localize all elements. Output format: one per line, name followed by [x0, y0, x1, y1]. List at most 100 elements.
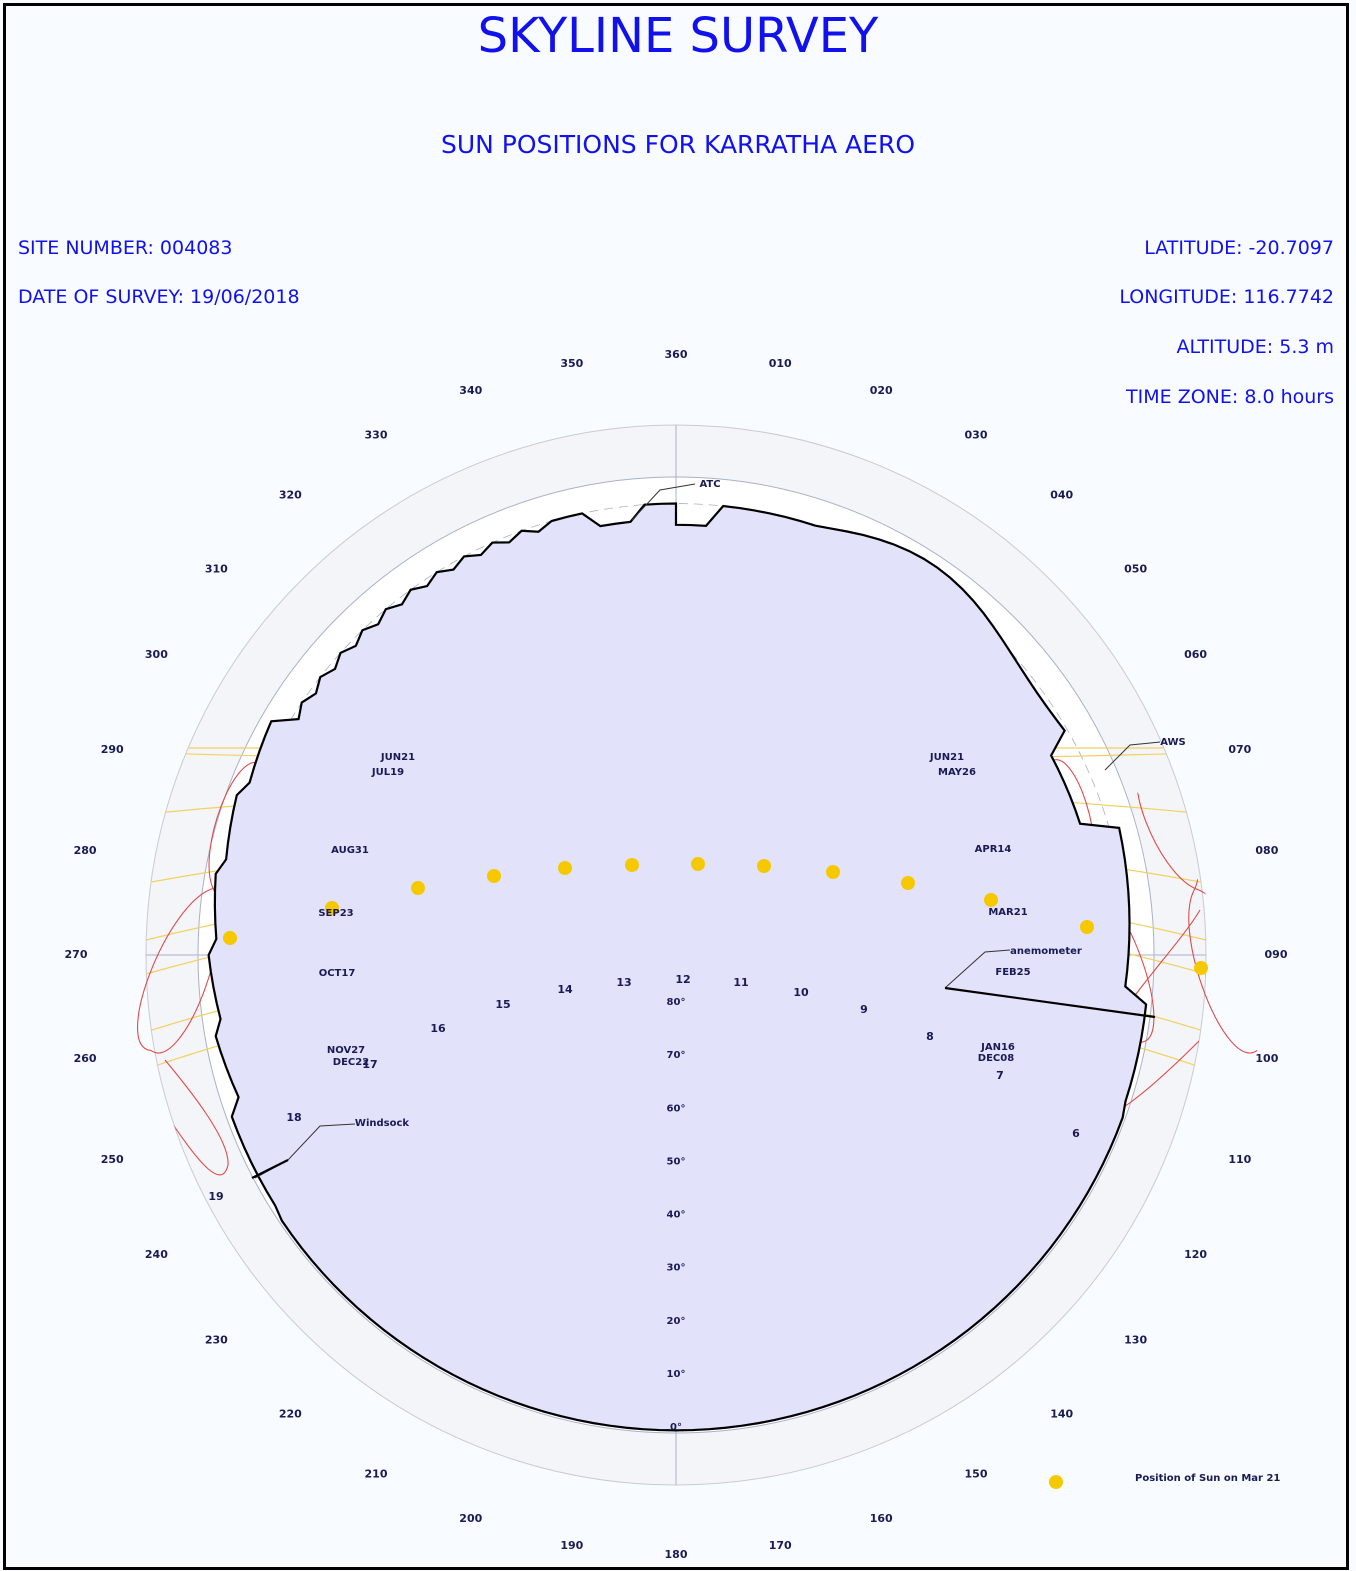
skyline-horizon — [207, 502, 1148, 1432]
altitude-label: 30° — [667, 1263, 686, 1274]
azimuth-label-210: 210 — [365, 1468, 388, 1481]
altitude-label: 10° — [667, 1369, 686, 1380]
windsock-obstruction — [251, 1159, 289, 1179]
hour-label-10: 10 — [793, 986, 809, 999]
sun-position-dot — [1194, 961, 1208, 975]
azimuth-label-160: 160 — [870, 1512, 893, 1525]
date-label-jun21_right: JUN21 — [929, 752, 964, 763]
page-title: SKYLINE SURVEY — [477, 8, 879, 64]
azimuth-label-340: 340 — [459, 384, 482, 397]
azimuth-label-230: 230 — [205, 1334, 228, 1347]
date-label-oct17: OCT17 — [319, 968, 356, 979]
date-label-jul19: JUL19 — [371, 767, 404, 778]
hour-label-8: 8 — [926, 1030, 934, 1043]
anemometer-obstruction — [944, 986, 1156, 1019]
sun-position-dot — [625, 858, 639, 872]
date-label-feb25: FEB25 — [995, 967, 1030, 978]
azimuth-label-120: 120 — [1184, 1248, 1207, 1261]
azimuth-label-300: 300 — [145, 648, 168, 661]
obstacle-label-anemometer: anemometer — [1010, 946, 1082, 957]
time-zone: TIME ZONE: 8.0 hours — [1126, 386, 1334, 408]
date-label-nov27: NOV27 — [327, 1045, 365, 1056]
sun-position-dot — [984, 893, 998, 907]
azimuth-label-320: 320 — [279, 488, 302, 501]
azimuth-label-360: 360 — [665, 348, 688, 361]
altitude-label: 0° — [670, 1422, 682, 1433]
azimuth-label-190: 190 — [560, 1539, 583, 1552]
azimuth-label-080: 080 — [1255, 844, 1278, 857]
date-of-survey: DATE OF SURVEY: 19/06/2018 — [18, 286, 300, 308]
page-subtitle: SUN POSITIONS FOR KARRATHA AERO — [440, 130, 916, 159]
leader-line-anemometer — [944, 949, 1011, 989]
azimuth-label-030: 030 — [965, 428, 988, 441]
longitude: LONGITUDE: 116.7742 — [1119, 286, 1334, 308]
hour-label-18: 18 — [286, 1111, 301, 1124]
altitude: ALTITUDE: 5.3 m — [1176, 336, 1334, 358]
obstacle-label-windsock: Windsock — [355, 1118, 409, 1129]
diagram-labels: 360 010 020 030 040 050 060 070 080 090 100 110 120 1… — [65, 348, 1288, 1561]
azimuth-label-170: 170 — [769, 1539, 792, 1552]
obstacle-label-atc: ATC — [699, 479, 720, 490]
sun-positions — [223, 857, 1208, 975]
hour-label-6: 6 — [1072, 1127, 1080, 1140]
sun-position-dot — [901, 876, 915, 890]
azimuth-label-010: 010 — [769, 357, 792, 370]
hour-label-7: 7 — [996, 1069, 1004, 1082]
azimuth-label-040: 040 — [1050, 488, 1073, 501]
azimuth-label-110: 110 — [1228, 1153, 1251, 1166]
sun-position-dot — [691, 857, 705, 871]
hour-label-9: 9 — [860, 1003, 868, 1016]
azimuth-label-070: 070 — [1228, 743, 1251, 756]
date-label-dec08: DEC08 — [978, 1053, 1014, 1064]
leader-line-aws — [1104, 741, 1161, 771]
azimuth-label-060: 060 — [1184, 648, 1207, 661]
azimuth-label-310: 310 — [205, 562, 228, 575]
analemma-curve — [164, 1059, 229, 1176]
azimuth-label-180: 180 — [665, 1548, 688, 1561]
sun-position-dot — [487, 869, 501, 883]
hour-label-19: 19 — [208, 1190, 223, 1203]
date-label-dec22: DEC22 — [333, 1057, 369, 1068]
date-label-jun21_left: JUN21 — [380, 752, 415, 763]
page-frame — [3, 3, 1349, 1570]
sun-position-dot — [757, 859, 771, 873]
azimuth-label-200: 200 — [459, 1512, 482, 1525]
hour-label-17: 17 — [362, 1058, 377, 1071]
hour-label-16: 16 — [430, 1022, 446, 1035]
date-label-jan16: JAN16 — [980, 1042, 1015, 1053]
altitude-label: 40° — [667, 1210, 686, 1221]
obstacle-label-aws: AWS — [1160, 737, 1186, 748]
date-label-may26: MAY26 — [938, 767, 976, 778]
azimuth-label-240: 240 — [145, 1248, 168, 1261]
azimuth-label-020: 020 — [870, 384, 893, 397]
azimuth-label-260: 260 — [74, 1052, 97, 1065]
hour-label-15: 15 — [495, 998, 510, 1011]
sun-position-dot — [558, 861, 572, 875]
azimuth-label-250: 250 — [101, 1153, 124, 1166]
azimuth-label-280: 280 — [74, 844, 97, 857]
azimuth-label-270: 270 — [65, 948, 88, 961]
azimuth-label-290: 290 — [101, 743, 124, 756]
sun-position-dot — [223, 931, 237, 945]
hour-label-14: 14 — [557, 983, 573, 996]
azimuth-label-350: 350 — [560, 357, 583, 370]
sun-position-dot — [1080, 920, 1094, 934]
azimuth-label-050: 050 — [1124, 562, 1147, 575]
azimuth-label-330: 330 — [365, 428, 388, 441]
date-label-sep23: SEP23 — [318, 908, 353, 919]
azimuth-label-100: 100 — [1255, 1052, 1278, 1065]
altitude-label: 60° — [667, 1103, 686, 1114]
skyline-profile — [207, 502, 1148, 1432]
azimuth-label-150: 150 — [965, 1468, 988, 1481]
legend-label: Position of Sun on Mar 21 — [1135, 1473, 1280, 1484]
date-label-aug31: AUG31 — [331, 845, 369, 856]
altitude-label: 20° — [667, 1316, 686, 1327]
latitude: LATITUDE: -20.7097 — [1144, 237, 1334, 259]
altitude-label: 70° — [667, 1050, 686, 1061]
sun-position-dot — [325, 901, 339, 915]
azimuth-label-140: 140 — [1050, 1408, 1073, 1421]
hour-label-11: 11 — [733, 976, 748, 989]
azimuth-label-130: 130 — [1124, 1334, 1147, 1347]
hour-label-13: 13 — [616, 976, 631, 989]
azimuth-label-220: 220 — [279, 1408, 302, 1421]
